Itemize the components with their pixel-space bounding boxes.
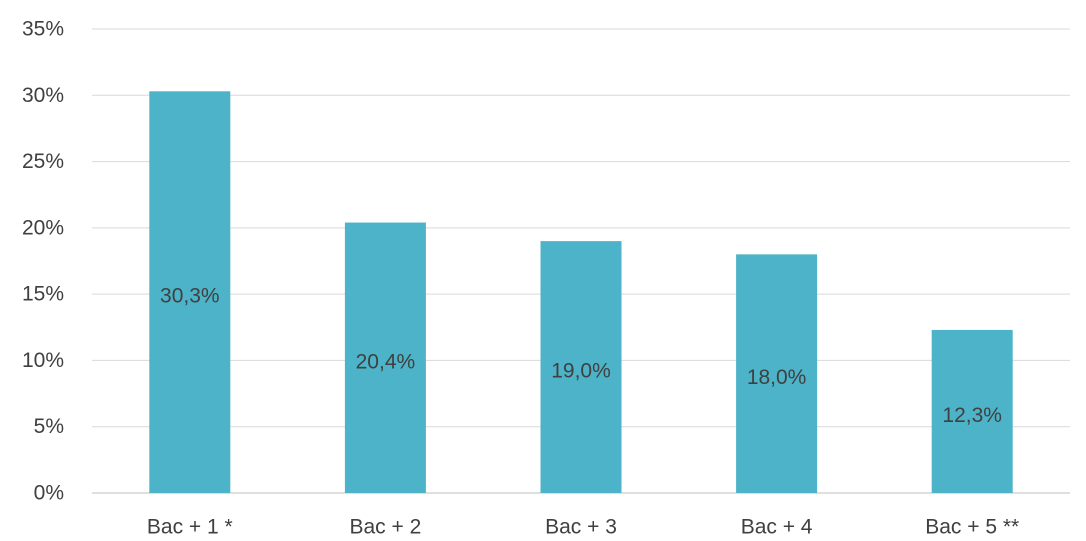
y-tick-label: 30% bbox=[22, 84, 64, 107]
y-tick-label: 20% bbox=[22, 216, 64, 239]
x-tick-label: Bac + 4 bbox=[741, 516, 813, 539]
data-label: 30,3% bbox=[160, 285, 220, 308]
bar bbox=[149, 91, 231, 494]
x-axis-tick-labels: Bac + 1 * Bac + 2 Bac + 3 Bac + 4 Bac + 5 ** bbox=[147, 516, 1019, 539]
data-label: 18,0% bbox=[747, 366, 807, 389]
x-tick-label: Bac + 1 * bbox=[147, 516, 233, 539]
y-tick-label: 0% bbox=[34, 482, 64, 505]
bar bbox=[736, 254, 818, 493]
y-tick-label: 5% bbox=[34, 415, 64, 438]
y-tick-label: 15% bbox=[22, 283, 64, 306]
bar bbox=[540, 241, 622, 493]
x-tick-label: Bac + 3 bbox=[545, 516, 617, 539]
y-tick-label: 10% bbox=[22, 349, 64, 372]
bar bbox=[344, 222, 426, 493]
data-label: 12,3% bbox=[942, 404, 1002, 427]
data-labels: 30,3% 20,4% 19,0% 18,0% 12,3% bbox=[160, 285, 1002, 427]
data-label: 19,0% bbox=[551, 360, 611, 383]
x-tick-label: Bac + 2 bbox=[349, 516, 421, 539]
bar bbox=[931, 329, 1013, 493]
y-axis-tick-labels: 0% 5% 10% 15% 20% 25% 30% 35% bbox=[22, 18, 64, 505]
y-tick-label: 35% bbox=[22, 18, 64, 41]
y-tick-label: 25% bbox=[22, 150, 64, 173]
data-label: 20,4% bbox=[356, 350, 416, 373]
x-tick-label: Bac + 5 ** bbox=[925, 516, 1019, 539]
bars bbox=[149, 91, 1013, 494]
